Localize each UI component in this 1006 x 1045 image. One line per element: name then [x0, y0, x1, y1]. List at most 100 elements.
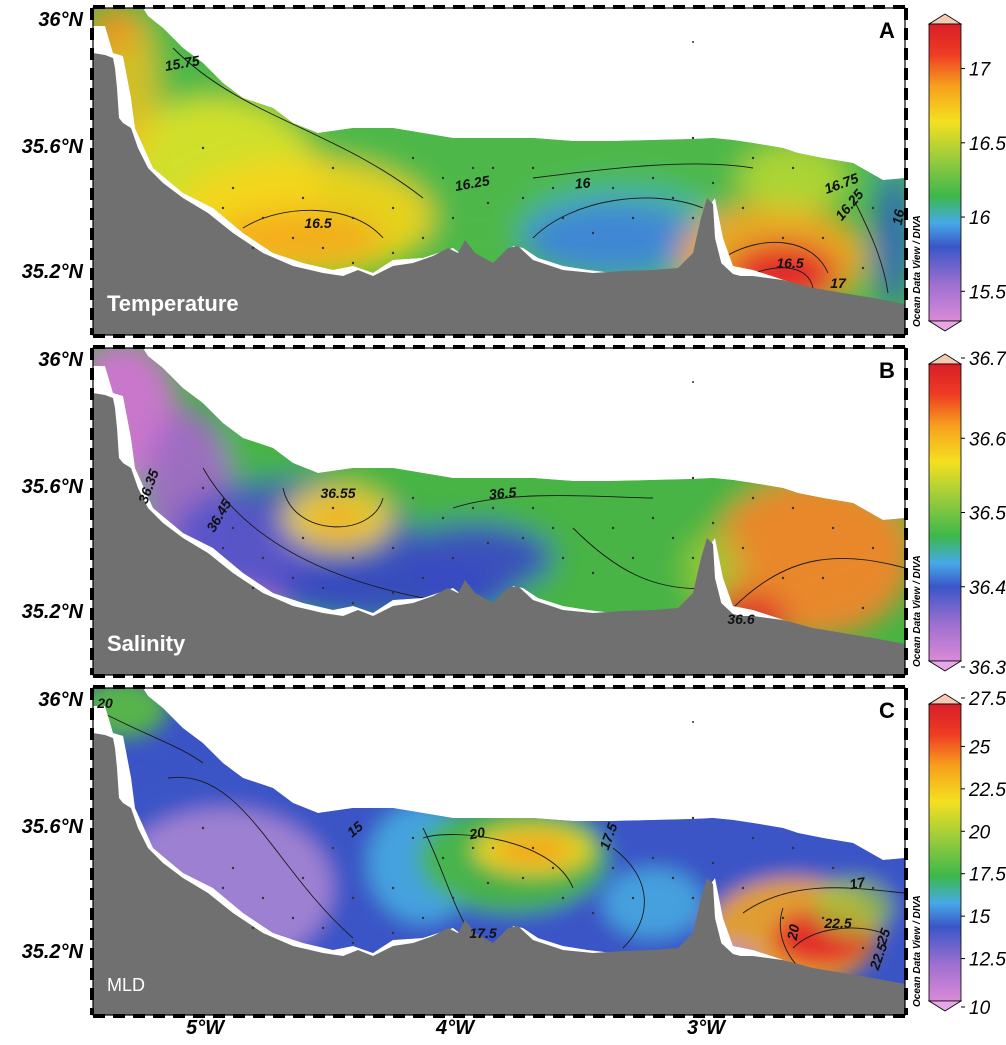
contour-line-4: [732, 557, 905, 609]
panel-2-station-2: [261, 896, 265, 900]
y-tick-label-0-2: 35.2°N: [22, 261, 84, 283]
colorbar-scale: [928, 363, 962, 662]
land: [93, 393, 905, 675]
panel-0-station-35: [331, 166, 335, 170]
panel-0-station-3: [291, 236, 295, 240]
contour-line-2: [282, 487, 384, 528]
colorbar-tick-label-1: 36.6: [969, 429, 1006, 450]
y-tick-label-0-0: 36°N: [38, 9, 83, 31]
station-top: [692, 41, 694, 43]
panel-0-station-2: [261, 216, 265, 220]
variable-label: Temperature: [107, 291, 239, 316]
y-tick-label-1-0: 36°N: [38, 349, 83, 371]
panel-0-station-22: [301, 196, 305, 200]
panel-2-station-34: [861, 946, 865, 950]
panel-2-station-0: [201, 826, 205, 830]
panel-1-station-23: [351, 556, 355, 560]
colorbar-a: 17 16.5 16 15.5 Ocean Data View / DIVA: [912, 13, 1006, 332]
panel-letter: A: [879, 18, 895, 43]
panel-0-station-39: [691, 136, 695, 140]
panel-2-station-31: [741, 886, 745, 890]
colorbar-bottom-arrow: [927, 320, 963, 332]
panel-1-station-14: [671, 536, 675, 540]
land: [93, 733, 905, 1015]
panel-0-station-12: [591, 231, 595, 235]
x-tick-label-4w: 4°W: [435, 1017, 476, 1039]
panel-1-station-20: [221, 546, 225, 550]
panel-1-station-25: [441, 516, 445, 520]
colorbar-top-arrow: [927, 693, 963, 705]
contour-label-4: 36.6: [727, 611, 754, 627]
colorbar-tick-label-4: 36.3: [969, 658, 1006, 679]
panel-2-station-33: [821, 916, 825, 920]
colorbar-scale: [928, 703, 962, 1002]
panel-2-station-16: [751, 836, 755, 840]
colorbar-title: Ocean Data View / DIVA: [912, 215, 923, 327]
panel-1-station-6: [391, 591, 395, 595]
panel-letter: B: [879, 358, 895, 383]
panel-2-station-6: [391, 931, 395, 935]
panel-1-station-24: [391, 546, 395, 550]
contour-line-5: [852, 197, 889, 294]
panel-1-station-31: [741, 546, 745, 550]
panel-2-station-25: [441, 856, 445, 860]
panel-1-station-33: [821, 576, 825, 580]
contour-line-4: [612, 847, 645, 949]
contour-label-2: 20: [467, 824, 486, 843]
colorbar-c: 27.5 25 22.5 20 17.5 15 12.5 10 Ocean Data View …: [912, 689, 1006, 1019]
panel-1-station-5: [351, 601, 355, 605]
contour-label-0: 20: [96, 695, 113, 711]
contour-label-0: 16.25: [453, 172, 490, 194]
land: [93, 53, 905, 335]
colorbar-tick-label-0: 17: [969, 60, 992, 81]
panel-0-station-34: [861, 266, 865, 270]
contour-line-3: [722, 241, 829, 274]
panel-0-station-31: [741, 206, 745, 210]
panel-1-station-30: [691, 556, 695, 560]
panel-1-station-18: [831, 526, 835, 530]
colorbar-b: 36.7 36.6 36.5 36.4 36.3 Ocean Data View / DI…: [912, 349, 1006, 679]
panel-2-station-12: [591, 911, 595, 915]
panel-0-station-17: [791, 166, 795, 170]
field-blob-6: [393, 523, 553, 593]
panel-0-station-18: [831, 186, 835, 190]
panel-0-station-15: [711, 181, 715, 185]
panel-1-station-39: [691, 476, 695, 480]
panel-2-station-23: [351, 896, 355, 900]
panel-1-station-11: [561, 556, 565, 560]
contour-label-7: 15.75: [163, 52, 200, 74]
land-islet: [705, 588, 748, 630]
contour-label-2: 36.55: [320, 485, 355, 501]
panel-1-station-1: [231, 526, 235, 530]
panel-0-station-16: [751, 156, 755, 160]
field-blob-7: [518, 183, 728, 283]
contour-label-2: 16.5: [304, 215, 331, 231]
contour-line-1: [202, 467, 424, 599]
panel-1-station-0: [201, 486, 205, 490]
panel-0-station-23: [351, 216, 355, 220]
panel-a: 16.25 1616.516.51716.751615.7516.25Temper…: [90, 5, 908, 338]
land-islet: [705, 248, 748, 290]
colorbar-tick-label-2: 36.5: [969, 504, 1006, 525]
station-top: [692, 381, 694, 383]
colorbar-tick-label-3: 20: [968, 822, 991, 843]
panel-2-station-1: [231, 866, 235, 870]
panel-1-station-37: [471, 506, 475, 510]
panel-2-station-18: [831, 866, 835, 870]
panel-2-station-17: [791, 846, 795, 850]
panel-0-station-37: [471, 166, 475, 170]
contour-line-1: [532, 163, 754, 179]
y-tick-label-2-1: 35.6°N: [22, 816, 84, 838]
panel-0-station-25: [441, 176, 445, 180]
panel-2-station-21: [251, 926, 255, 930]
panel-0-station-9: [486, 201, 490, 205]
colorbar-tick-label-4: 17.5: [969, 865, 1006, 886]
panel-2-station-13: [631, 896, 635, 900]
panel-1-station-4: [321, 586, 325, 590]
panel-2-station-35: [331, 846, 335, 850]
contour-line-0: [102, 712, 204, 764]
panel-0-station-1: [231, 186, 235, 190]
